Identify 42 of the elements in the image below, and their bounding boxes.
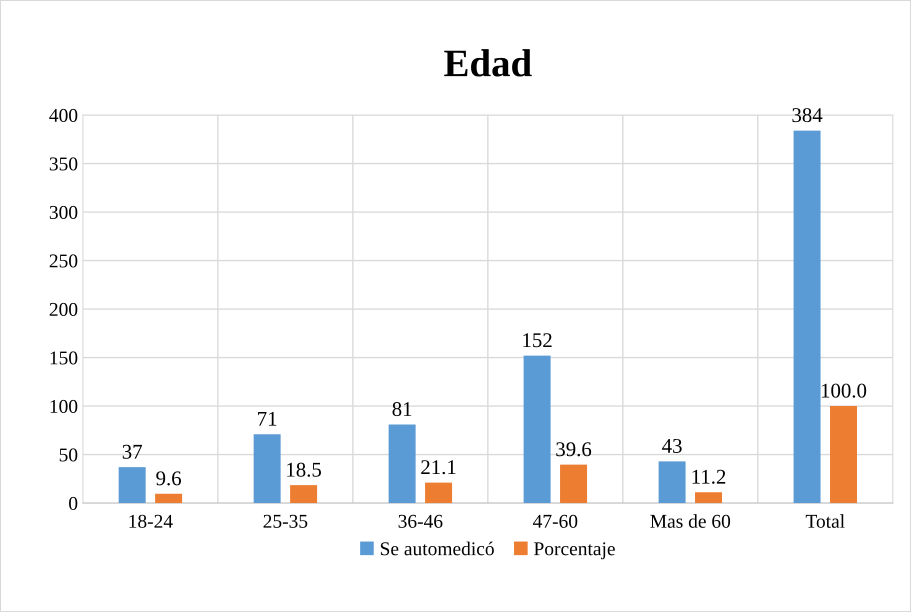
data-label: 11.2 bbox=[692, 470, 726, 484]
bar bbox=[425, 482, 452, 504]
data-label: 37 bbox=[122, 444, 142, 459]
data-label: 9.6 bbox=[156, 471, 182, 486]
y-tick-label: 0 bbox=[69, 496, 78, 510]
bar bbox=[118, 467, 146, 504]
bar bbox=[794, 130, 821, 504]
bar bbox=[388, 424, 416, 504]
x-tick-label: 47-60 bbox=[533, 514, 578, 528]
y-tick-label: 300 bbox=[50, 206, 78, 219]
data-label: 43 bbox=[662, 438, 682, 453]
bar bbox=[524, 356, 551, 504]
data-label: 384 bbox=[792, 108, 822, 122]
bar bbox=[560, 464, 588, 504]
bar bbox=[290, 485, 318, 504]
data-label: 100.0 bbox=[822, 384, 866, 398]
bar bbox=[155, 494, 182, 504]
bar bbox=[254, 434, 281, 504]
y-tick-label: 200 bbox=[50, 302, 78, 316]
y-tick-label: 50 bbox=[60, 448, 78, 462]
chart-title: Edad bbox=[444, 49, 532, 77]
legend-label: Se automedicó bbox=[380, 542, 494, 556]
x-tick-label: 18-24 bbox=[129, 514, 173, 528]
y-tick-label: 150 bbox=[50, 351, 78, 364]
data-label: 71 bbox=[258, 412, 276, 426]
y-tick-label: 350 bbox=[50, 157, 78, 170]
bar bbox=[695, 492, 722, 504]
data-label: 21.1 bbox=[421, 460, 456, 474]
bar bbox=[830, 406, 858, 504]
data-label: 152 bbox=[523, 333, 552, 348]
bar bbox=[658, 461, 686, 504]
x-tick-label: Mas de 60 bbox=[650, 514, 730, 528]
data-label: 18.5 bbox=[287, 462, 322, 477]
y-tick-label: 100 bbox=[50, 400, 78, 413]
x-tick-label: Total bbox=[806, 514, 845, 528]
data-label: 81 bbox=[392, 402, 412, 416]
x-tick-label: 36-46 bbox=[398, 514, 442, 528]
y-tick-label: 250 bbox=[50, 254, 78, 268]
x-tick-label: 25-35 bbox=[264, 514, 308, 528]
y-tick-label: 400 bbox=[49, 108, 78, 122]
legend-label: Porcentaje bbox=[534, 542, 615, 560]
data-label: 39.6 bbox=[556, 442, 592, 456]
